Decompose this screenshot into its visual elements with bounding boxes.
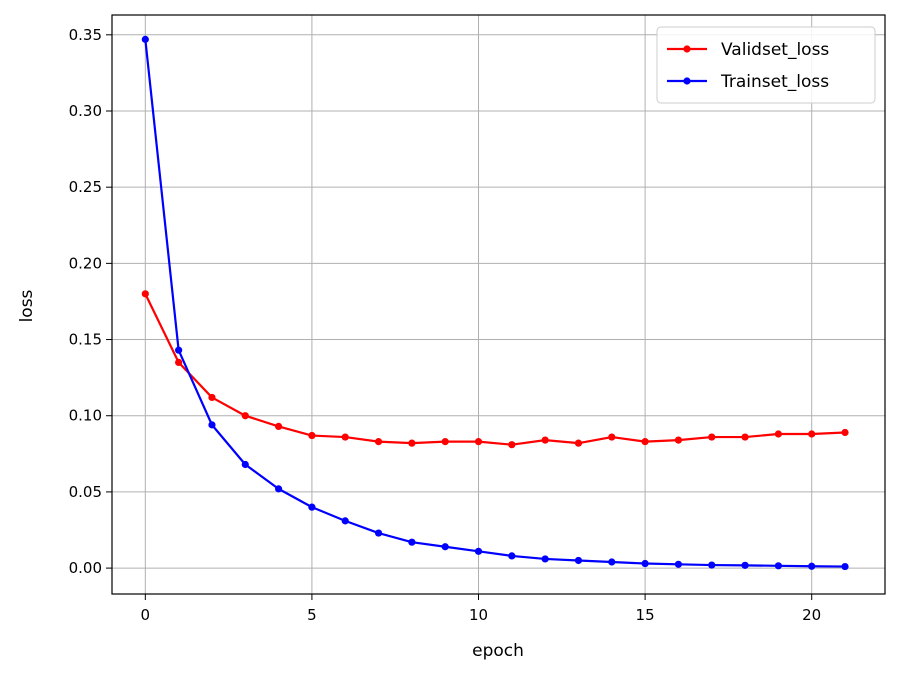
legend: Validset_loss Trainset_loss bbox=[656, 26, 876, 104]
trainset-loss-legend-label: Trainset_loss bbox=[720, 72, 829, 92]
x-axis-label: epoch bbox=[472, 641, 524, 661]
validset-loss-point bbox=[441, 438, 449, 446]
trainset-loss-point bbox=[641, 559, 649, 568]
validset-loss-point bbox=[841, 428, 849, 437]
trainset-loss-point bbox=[308, 503, 316, 511]
trainset-loss-point bbox=[741, 561, 749, 569]
validset-loss-point bbox=[641, 438, 649, 446]
y-tick-label: 0.35 bbox=[69, 26, 102, 44]
x-tick-label: 10 bbox=[469, 606, 488, 624]
trainset-loss-point bbox=[274, 485, 283, 493]
y-tick-label: 0.05 bbox=[69, 483, 102, 501]
validset-loss-point bbox=[208, 393, 216, 402]
validset-loss-point bbox=[608, 433, 616, 441]
validset-loss-legend-label: Validset_loss bbox=[721, 40, 829, 60]
validset-loss-legend-marker bbox=[683, 45, 691, 53]
trainset-loss-point bbox=[141, 35, 149, 43]
validset-loss-point bbox=[408, 439, 416, 447]
trainset-loss-legend-marker bbox=[683, 77, 691, 85]
validset-loss-point bbox=[708, 433, 716, 441]
validset-loss-point bbox=[241, 412, 249, 420]
trainset-loss-point bbox=[708, 561, 716, 569]
trainset-loss-point bbox=[241, 460, 249, 469]
trainset-loss-point bbox=[175, 346, 183, 354]
validset-loss-line bbox=[144, 293, 846, 446]
legend-box bbox=[656, 26, 876, 104]
validset-loss-point bbox=[574, 439, 583, 447]
trainset-loss-point bbox=[774, 562, 782, 570]
x-tick-label: 5 bbox=[307, 606, 317, 624]
validset-loss-point bbox=[508, 441, 516, 449]
trainset-loss-point bbox=[808, 562, 816, 570]
validset-loss-point bbox=[374, 438, 383, 446]
trainset-loss-point bbox=[374, 529, 383, 537]
validset-loss-point bbox=[808, 430, 816, 438]
y-tick-label: 0.25 bbox=[69, 178, 102, 196]
y-tick-label: 0.15 bbox=[69, 331, 102, 349]
validset-loss-point bbox=[274, 422, 283, 430]
trainset-loss-point bbox=[608, 558, 616, 566]
validset-loss-point bbox=[141, 290, 149, 298]
trainset-loss-point bbox=[674, 560, 683, 568]
trainset-loss-point bbox=[408, 538, 416, 546]
trainset-loss-point bbox=[508, 552, 516, 560]
y-axis-label: loss bbox=[17, 289, 37, 322]
trainset-loss-point bbox=[341, 517, 349, 525]
trainset-loss-point bbox=[574, 556, 583, 565]
x-tick-label: 15 bbox=[636, 606, 655, 624]
trainset-loss-line bbox=[144, 39, 846, 568]
x-tick-label: 0 bbox=[141, 606, 151, 624]
validset-loss-point bbox=[674, 436, 683, 444]
validset-loss-point bbox=[541, 436, 549, 444]
trainset-loss-point bbox=[474, 547, 483, 555]
y-tick-label: 0.30 bbox=[69, 102, 102, 120]
trainset-loss-point bbox=[441, 543, 449, 551]
trainset-loss-point bbox=[541, 555, 549, 563]
y-axis-ticks: 0.00 0.05 0.10 0.15 0.20 0.25 0.30 0.35 bbox=[69, 26, 112, 577]
plot-frame bbox=[111, 14, 886, 595]
validset-loss-point bbox=[774, 430, 782, 438]
series-layer bbox=[141, 35, 849, 571]
trainset-loss-point bbox=[841, 562, 849, 571]
x-axis-ticks: 0 5 10 15 20 bbox=[141, 594, 821, 624]
y-tick-label: 0.10 bbox=[69, 407, 102, 425]
x-tick-label: 20 bbox=[802, 606, 821, 624]
validset-loss-point bbox=[175, 358, 183, 366]
y-tick-label: 0.20 bbox=[69, 254, 102, 272]
validset-loss-point bbox=[741, 433, 749, 441]
validset-loss-point bbox=[341, 433, 349, 441]
validset-loss-point bbox=[474, 438, 483, 446]
validset-loss-point bbox=[308, 431, 316, 440]
trainset-loss-point bbox=[208, 421, 216, 429]
y-tick-label: 0.00 bbox=[69, 559, 102, 577]
